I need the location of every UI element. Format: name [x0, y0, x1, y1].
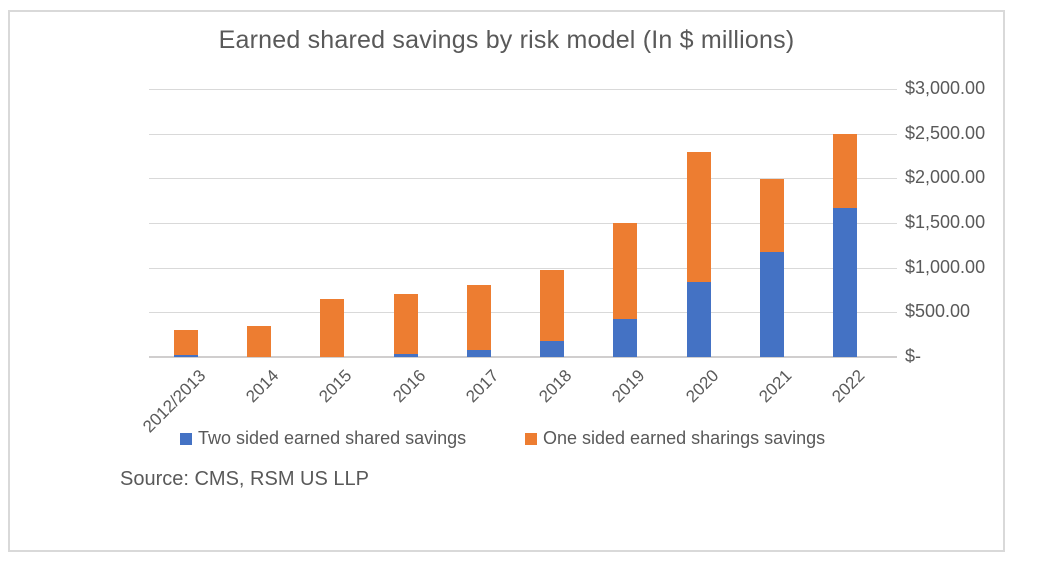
y-axis-tick-label: $3,000.00	[905, 78, 986, 98]
y-axis-tick-label: $1,500.00	[905, 212, 986, 232]
bar-2022	[833, 134, 858, 357]
legend-item-one-sided: One sided earned sharings savings	[525, 428, 825, 449]
x-axis-tick-label: 2021	[755, 366, 796, 407]
bar-segment-two-sided	[686, 282, 711, 357]
bar-segment-one-sided	[613, 223, 638, 319]
legend-item-two-sided: Two sided earned shared savings	[180, 428, 466, 449]
bar-2015	[320, 299, 345, 357]
bar-segment-one-sided	[760, 179, 785, 252]
x-axis-tick-label: 2022	[828, 366, 869, 407]
y-axis-tick-label: $1,000.00	[905, 256, 986, 277]
bar-2019	[613, 223, 638, 357]
bar-2017	[466, 285, 491, 357]
x-axis-line	[149, 356, 897, 358]
legend-swatch-two-sided-icon	[180, 432, 192, 445]
x-axis-tick-label: 2012/2013	[138, 366, 210, 437]
bar-segment-two-sided	[393, 354, 418, 357]
gridline	[149, 89, 897, 90]
source-note: Source: CMS, RSM US LLP	[120, 468, 369, 490]
bar-2014	[246, 326, 271, 357]
bar-segment-one-sided	[173, 330, 198, 355]
y-axis-tick-label: $-	[905, 346, 922, 366]
gridline	[149, 267, 897, 269]
legend-swatch-one-sided-icon	[525, 432, 537, 445]
bar-2018	[540, 270, 565, 357]
bar-segment-one-sided	[320, 299, 345, 357]
bar-segment-two-sided	[466, 350, 491, 357]
bar-segment-two-sided	[613, 319, 638, 357]
x-axis-tick-label: 2014	[242, 366, 283, 407]
gridline	[149, 223, 897, 224]
bar-segment-one-sided	[393, 294, 418, 354]
gridline	[149, 312, 897, 314]
legend-label-one-sided: One sided earned sharings savings	[543, 428, 826, 448]
bar-segment-two-sided	[760, 252, 785, 357]
gridline	[149, 178, 897, 180]
x-axis-tick-label: 2015	[315, 366, 356, 407]
gridline	[149, 133, 897, 135]
bar-segment-two-sided	[833, 208, 858, 357]
bar-segment-one-sided	[540, 270, 565, 341]
chart-container: Earned shared savings by risk model (In …	[8, 10, 1005, 552]
bar-2021	[760, 179, 785, 357]
legend-label-two-sided: Two sided earned shared savings	[198, 428, 467, 448]
bar-segment-two-sided	[540, 341, 565, 357]
y-axis-tick-label: $2,000.00	[905, 167, 986, 188]
bar-segment-one-sided	[246, 326, 271, 357]
x-axis-tick-label: 2018	[535, 366, 576, 407]
bar-2016	[393, 294, 418, 357]
x-axis-tick-label: 2020	[682, 366, 723, 407]
bar-2020	[686, 152, 711, 357]
bar-segment-two-sided	[173, 355, 198, 357]
chart-title: Earned shared savings by risk model (In …	[218, 26, 795, 54]
bar-2012-2013	[173, 330, 198, 357]
bar-segment-one-sided	[466, 285, 491, 350]
y-axis-tick-label: $2,500.00	[905, 122, 986, 143]
x-axis-tick-label: 2017	[462, 366, 503, 407]
bar-segment-one-sided	[686, 152, 711, 282]
x-axis-tick-label: 2019	[608, 366, 649, 407]
y-axis-tick-label: $500.00	[905, 301, 971, 322]
bar-segment-one-sided	[833, 134, 858, 208]
x-axis-tick-label: 2016	[388, 366, 429, 407]
